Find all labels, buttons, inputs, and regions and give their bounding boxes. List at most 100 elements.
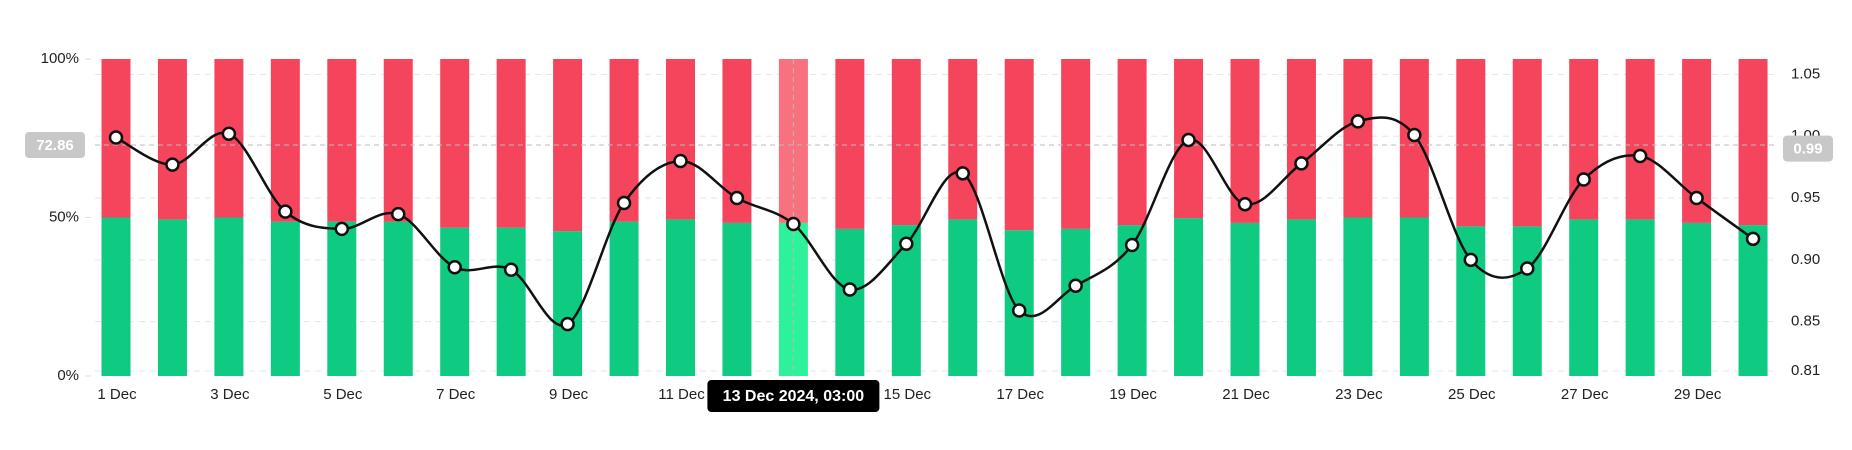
x-tick-label: 1 Dec [97,386,137,403]
x-tick-label: 15 Dec [884,386,932,403]
ratio-point [729,190,745,206]
ratio-point [899,236,914,252]
bar-short [1061,59,1091,229]
line-layer [108,114,1761,332]
bar-short [835,59,865,229]
bar-long [157,219,187,376]
ratio-point [1124,237,1140,253]
bar-long [609,221,639,376]
ratio-point [221,126,237,142]
bar-long [1456,226,1486,376]
bar-short [440,59,470,228]
bar-long [1512,226,1542,376]
bar-long [101,217,131,376]
bar-short [1004,59,1034,231]
bar-short [1738,59,1768,226]
ratio-point [278,204,293,219]
bar-short [1117,59,1147,226]
ratio-point [955,166,970,181]
crosshair-y2-box [1783,135,1833,162]
bar-short [609,59,639,222]
bars [101,59,1768,376]
ratio-point [786,216,801,232]
ratio-point [391,206,406,222]
bar-long [666,219,695,376]
bar-short [1625,59,1655,220]
tooltip: 13 Dec 2024, 03:00 [723,388,865,405]
bar-long [835,228,865,376]
x-tick-label: 9 Dec [549,386,589,403]
ratio-point [1463,252,1479,268]
ratio-point [1407,127,1422,143]
bar-short [1512,59,1542,227]
bar-long [1174,218,1204,376]
y2-tick-label: 0.85 [1791,313,1820,330]
ratio-line [115,116,1754,327]
bar-short [383,59,413,222]
ratio-point [1181,132,1196,148]
bar-long [1230,222,1260,376]
bar-long [1286,219,1316,376]
bar-long [1682,222,1712,376]
bar-short [891,59,921,226]
bar-long [327,221,357,376]
x-tick-label: 19 Dec [1109,386,1157,403]
x-tick-label: 7 Dec [436,386,476,403]
bar-long [553,231,583,376]
bar-long [1061,228,1091,376]
x-tick-label: 21 Dec [1222,386,1270,403]
ratio-point [560,316,575,332]
bar-long [948,219,978,376]
tooltip-box [707,380,880,412]
x-tick-label: 5 Dec [323,386,363,403]
grid [95,73,1775,372]
bar-long [1738,225,1768,376]
bar-long [1569,219,1599,376]
x-tick-label: 25 Dec [1448,386,1496,403]
bar-long [1399,217,1429,376]
y2-tick-label: 1.05 [1791,65,1820,82]
ratio-point [1520,261,1535,276]
ratio-point [1011,303,1027,318]
bar-short [496,59,526,228]
ratio-point [447,259,462,275]
x-tick-label: 11 Dec [658,386,705,403]
y-tick-label: 0% [57,367,79,384]
ratio-point [1632,148,1648,164]
bar-long [778,222,808,376]
y2-tick-label: 0.81 [1791,362,1820,379]
bar-long [722,222,752,376]
bar-short [1343,59,1373,218]
bar-long [440,227,470,376]
crosshair [95,59,1775,376]
bar-long [1343,217,1373,376]
ratio-point [1689,190,1704,206]
crosshair-y-label: 72.86 [36,137,74,154]
bar-long [1625,219,1655,376]
bar-short [270,59,300,222]
x-tick-label: 29 Dec [1674,386,1722,403]
y2-tick-label: 0.95 [1791,189,1820,206]
ratio-point [1576,172,1591,187]
bar-long [270,221,300,376]
x-tick-label: 23 Dec [1335,386,1383,403]
bar-short [948,59,978,220]
y2-tick-label: 0.90 [1791,251,1820,268]
ratio-point [1068,278,1083,294]
bar-long [1004,230,1034,376]
bar-short [327,59,357,222]
ratio-point [334,221,350,237]
x-tick-label: 3 Dec [210,386,250,403]
bar-short [666,59,695,220]
bar-long [383,221,413,376]
y-tick-label: 50% [49,208,79,225]
ratio-point [1294,156,1309,171]
ratio-point [165,157,180,172]
ratio-point [1745,231,1761,247]
ratio-point [1237,196,1253,212]
ratio-point [616,195,632,211]
bar-short [1456,59,1486,227]
ratio-point [842,282,858,297]
bar-long [496,227,526,376]
